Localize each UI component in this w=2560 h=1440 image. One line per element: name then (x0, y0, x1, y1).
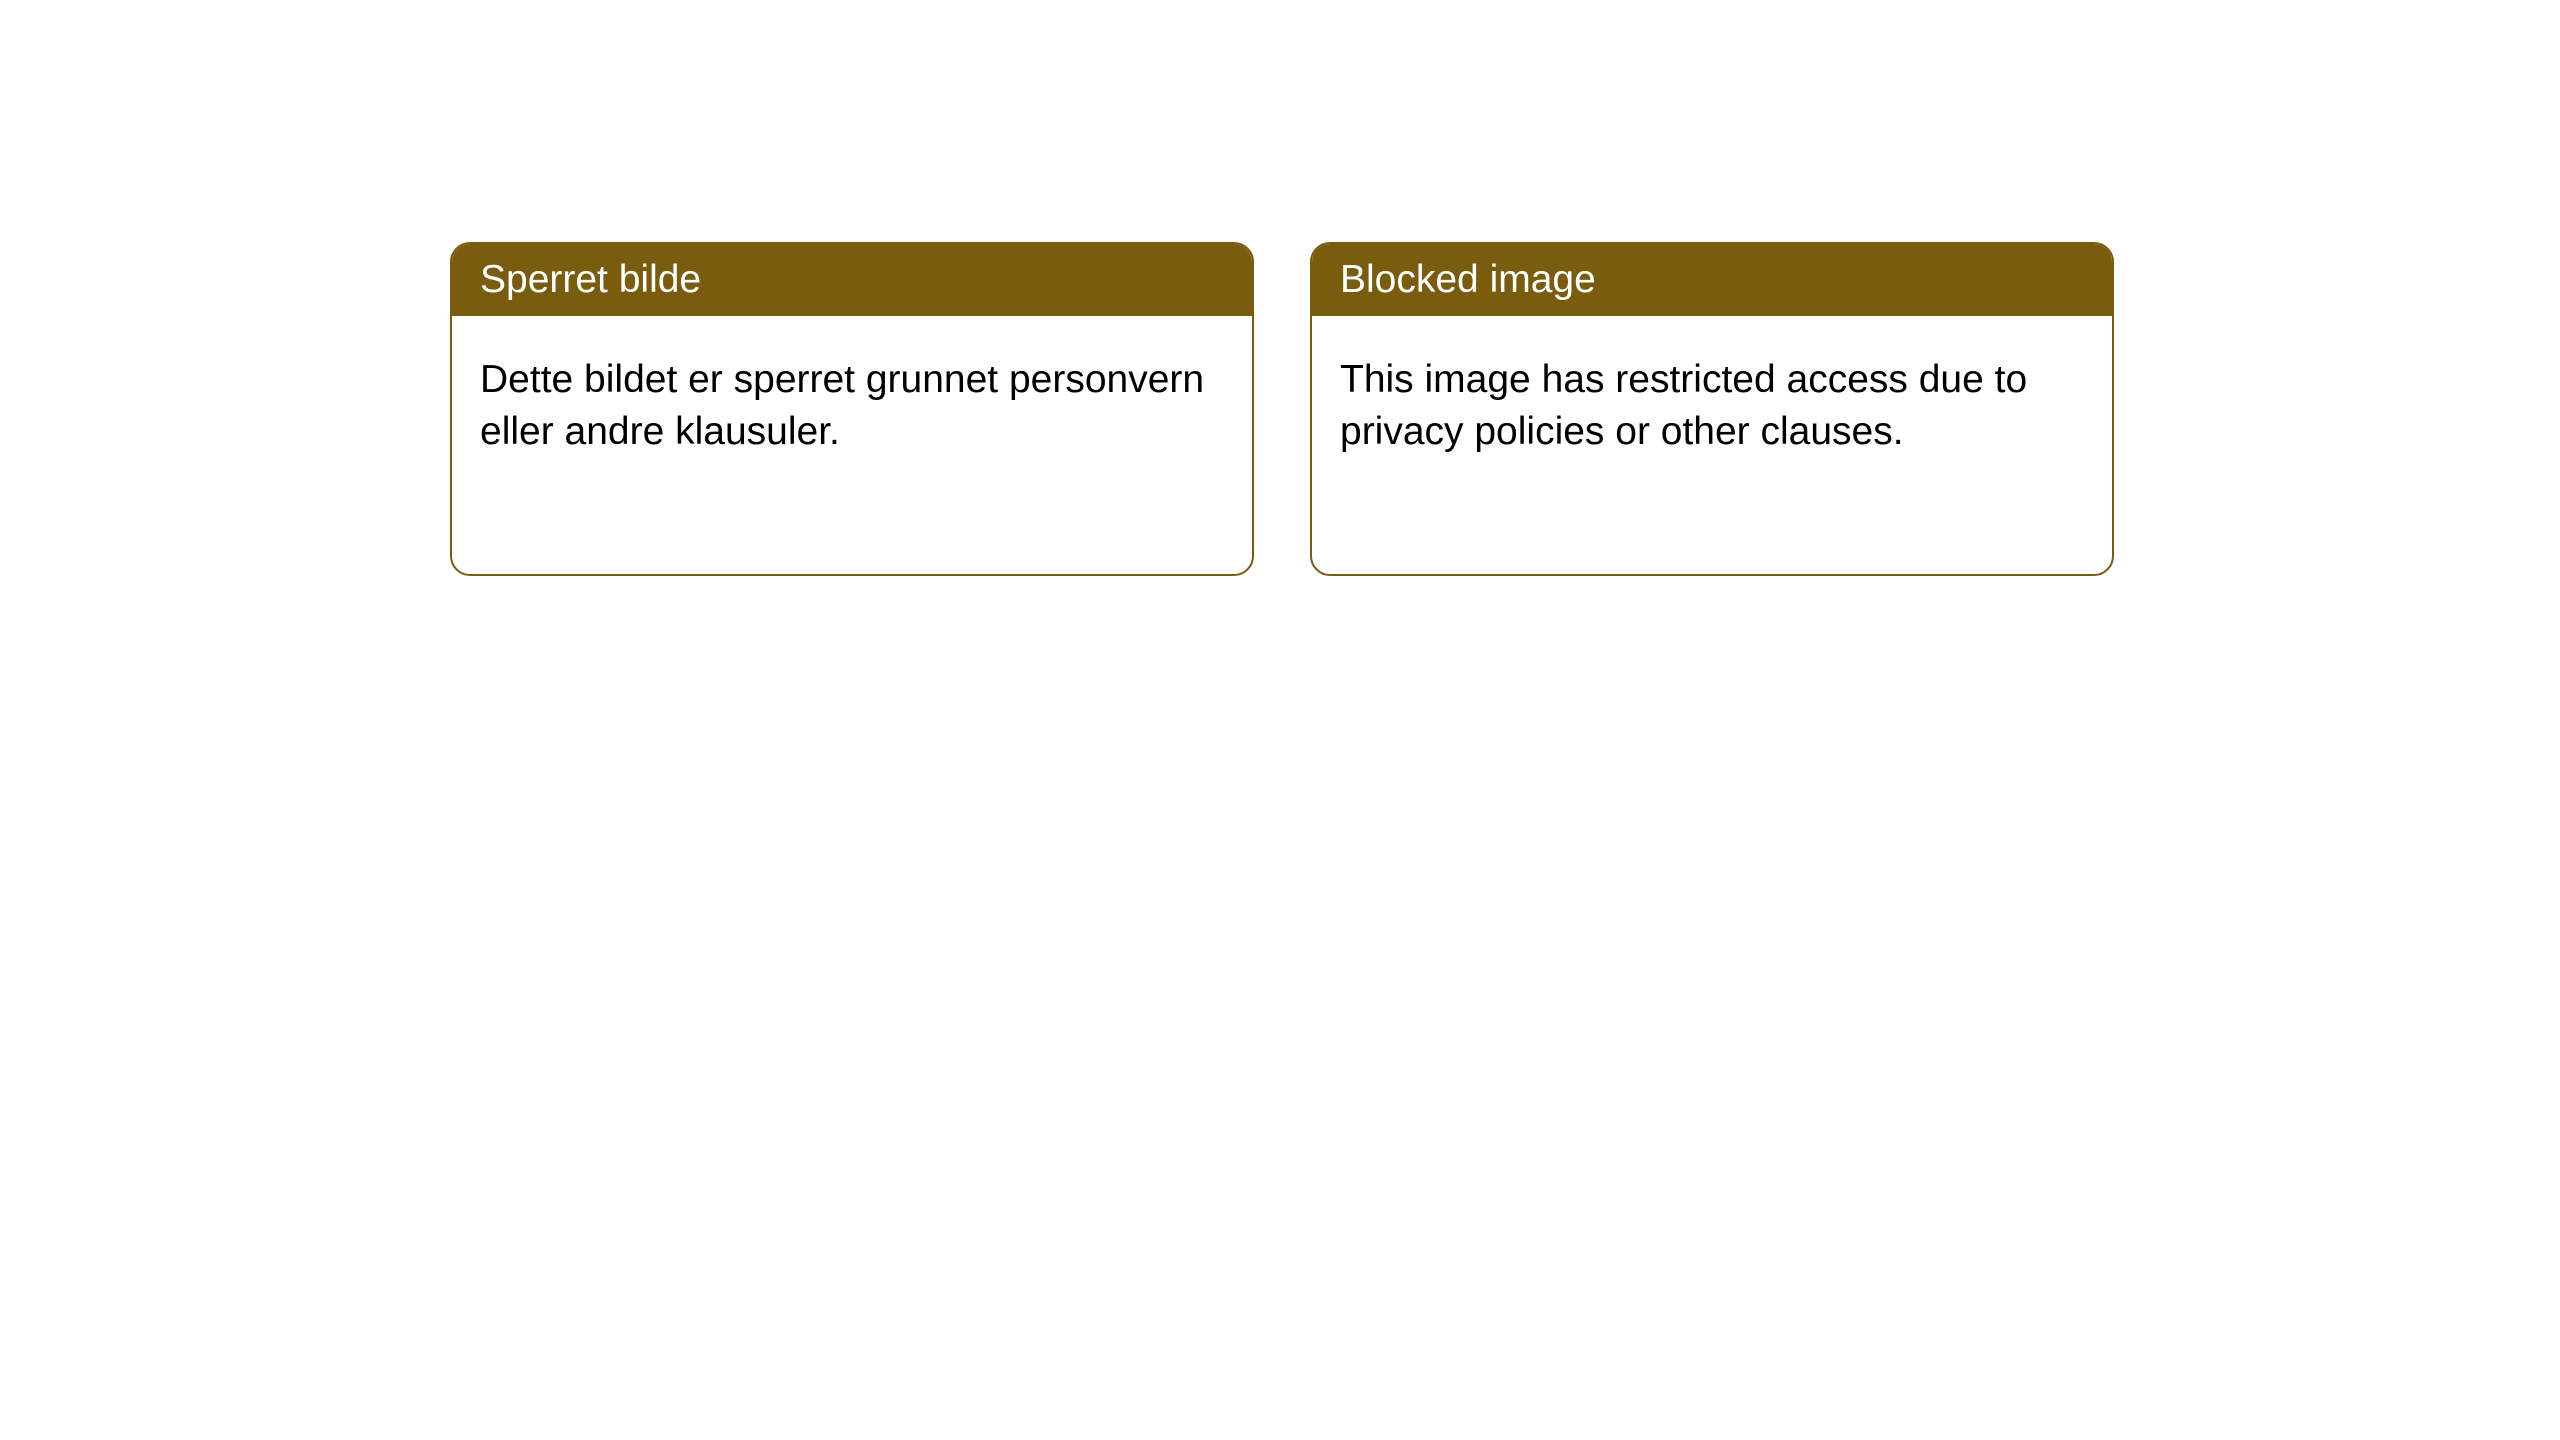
card-container: Sperret bilde Dette bildet er sperret gr… (0, 0, 2560, 576)
card-body-no: Dette bildet er sperret grunnet personve… (452, 316, 1252, 496)
card-body-text-en: This image has restricted access due to … (1340, 358, 2027, 453)
blocked-image-card-en: Blocked image This image has restricted … (1310, 242, 2114, 576)
card-body-en: This image has restricted access due to … (1312, 316, 2112, 496)
card-header-no: Sperret bilde (452, 244, 1252, 316)
card-body-text-no: Dette bildet er sperret grunnet personve… (480, 358, 1204, 453)
card-header-en: Blocked image (1312, 244, 2112, 316)
card-title-no: Sperret bilde (480, 258, 701, 301)
card-title-en: Blocked image (1340, 258, 1596, 301)
blocked-image-card-no: Sperret bilde Dette bildet er sperret gr… (450, 242, 1254, 576)
